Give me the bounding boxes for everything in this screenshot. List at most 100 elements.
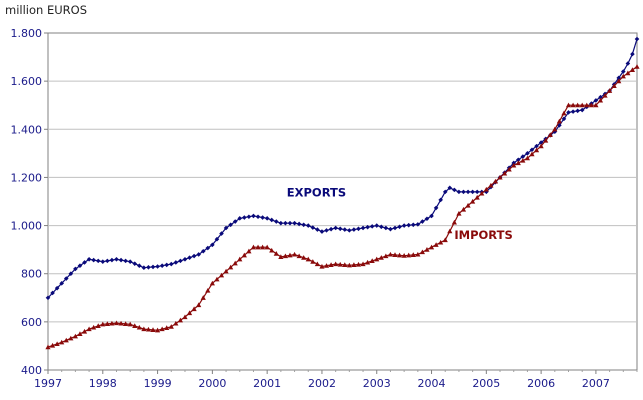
exports-point	[68, 271, 74, 277]
exports-point	[191, 253, 197, 259]
imports-point	[607, 88, 613, 93]
exports-point	[625, 61, 631, 66]
imports-point	[291, 251, 298, 257]
y-axis-unit-label: million EUROS	[5, 3, 87, 17]
exports-point	[310, 225, 316, 230]
imports-point	[584, 102, 590, 108]
imports-point	[383, 253, 389, 259]
imports-point	[369, 258, 375, 263]
exports-point	[50, 290, 55, 296]
imports-point	[538, 143, 544, 149]
exports-point	[579, 107, 585, 113]
exports-point	[301, 222, 306, 228]
exports-point	[319, 229, 325, 234]
imports-point	[282, 253, 289, 259]
imports-point	[214, 276, 220, 282]
exports-point	[515, 157, 521, 163]
exports-point	[374, 223, 380, 228]
imports-point	[182, 314, 188, 320]
exports-point	[433, 205, 439, 211]
exports-point	[246, 214, 252, 220]
exports-point	[337, 226, 343, 232]
exports-point	[438, 197, 443, 203]
exports-point	[63, 276, 69, 281]
exports-point	[388, 226, 393, 232]
imports-point	[104, 321, 110, 326]
imports-point	[145, 326, 152, 332]
x-tick-label: 1997	[34, 377, 62, 390]
x-tick-label: 2002	[308, 377, 336, 390]
imports-point	[497, 174, 503, 180]
exports-point	[520, 154, 526, 159]
imports-point	[127, 321, 133, 327]
y-tick-label: 400	[21, 364, 42, 377]
exports-point	[621, 69, 626, 74]
exports-point	[552, 129, 558, 134]
imports-point	[428, 244, 435, 250]
exports-point	[529, 147, 535, 153]
imports-point	[259, 244, 266, 250]
imports-point	[123, 321, 129, 326]
exports-point	[223, 225, 229, 231]
exports-point	[264, 216, 270, 221]
imports-point	[54, 341, 60, 347]
imports-point	[68, 335, 74, 341]
y-tick-label: 1.800	[11, 27, 43, 40]
exports-point	[109, 257, 115, 263]
imports-point	[579, 102, 585, 108]
imports-point	[515, 160, 521, 166]
imports-point	[241, 252, 247, 258]
exports-point	[155, 264, 160, 269]
x-tick-label: 2004	[418, 377, 446, 390]
imports-point	[337, 261, 343, 267]
exports-point	[630, 51, 635, 57]
imports-point	[77, 331, 83, 336]
exports-point	[200, 248, 206, 254]
exports-point	[137, 263, 142, 268]
imports-point	[49, 342, 56, 348]
x-tick-label: 2003	[363, 377, 391, 390]
y-tick-label: 1.000	[11, 220, 43, 233]
exports-point	[392, 225, 398, 231]
exports-point	[410, 222, 416, 228]
exports-point	[278, 220, 284, 226]
imports-point	[365, 259, 371, 265]
x-tick-label: 2005	[472, 377, 500, 390]
imports-point	[392, 252, 398, 257]
exports-point	[159, 263, 165, 268]
imports-point	[406, 252, 412, 258]
exports-point	[77, 263, 83, 268]
imports-point	[351, 262, 357, 267]
imports-point	[552, 126, 558, 132]
y-tick-label: 1.400	[11, 123, 43, 136]
imports-point	[113, 320, 120, 326]
imports-point	[264, 244, 270, 250]
imports-point	[177, 317, 184, 323]
imports-point	[460, 206, 467, 212]
exports-point	[210, 242, 215, 248]
exports-point	[287, 220, 293, 226]
imports-point	[63, 337, 69, 343]
imports-point	[438, 239, 444, 245]
imports-point	[520, 157, 526, 163]
imports-point	[269, 247, 275, 253]
imports-point	[588, 102, 594, 108]
imports-point	[191, 306, 197, 312]
exports-point	[214, 236, 220, 242]
exports-point	[401, 223, 407, 228]
exports-point	[365, 224, 370, 230]
imports-point	[333, 261, 339, 267]
exports-point	[219, 231, 224, 236]
imports-point	[602, 92, 608, 98]
imports-point	[593, 102, 599, 108]
exports-point	[397, 224, 402, 230]
imports-point	[419, 249, 426, 255]
imports-point	[136, 324, 142, 330]
imports-point	[355, 261, 362, 267]
imports-point	[611, 83, 617, 89]
imports-point	[401, 253, 407, 258]
imports-point	[415, 251, 421, 257]
exports-point	[255, 214, 261, 220]
imports-point	[223, 268, 229, 274]
